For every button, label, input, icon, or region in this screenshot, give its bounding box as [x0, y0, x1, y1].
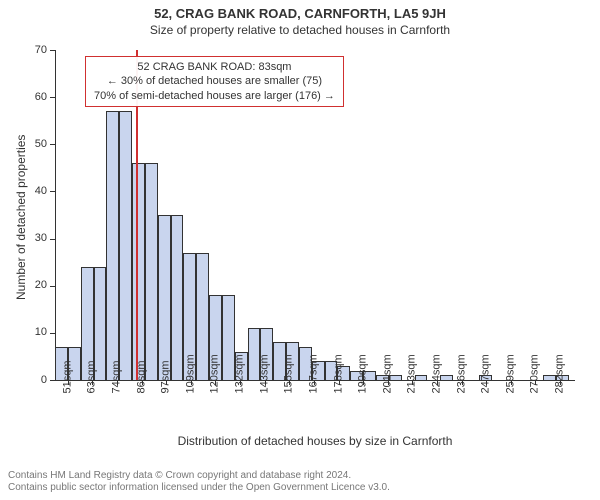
histogram-bar — [145, 163, 158, 380]
y-tick-label: 60 — [35, 92, 47, 103]
chart-title: 52, CRAG BANK ROAD, CARNFORTH, LA5 9JH — [0, 0, 600, 21]
histogram-bar — [158, 215, 171, 380]
y-axis-line — [55, 50, 56, 380]
histogram-bar — [171, 215, 184, 380]
y-tick-mark — [50, 333, 55, 334]
histogram-bar — [119, 111, 132, 380]
y-tick-label: 70 — [35, 45, 47, 56]
histogram-bar — [196, 253, 209, 380]
y-tick-mark — [50, 191, 55, 192]
y-tick-mark — [50, 380, 55, 381]
callout-line-1: 52 CRAG BANK ROAD: 83sqm — [94, 60, 335, 74]
x-axis-label: Distribution of detached houses by size … — [55, 434, 575, 448]
footer-line-2: Contains public sector information licen… — [8, 482, 390, 494]
y-tick-mark — [50, 97, 55, 98]
y-tick-label: 10 — [35, 327, 47, 338]
callout-box: 52 CRAG BANK ROAD: 83sqm ← 30% of detach… — [85, 56, 344, 107]
y-tick-mark — [50, 239, 55, 240]
chart-container: 52, CRAG BANK ROAD, CARNFORTH, LA5 9JH S… — [0, 0, 600, 500]
y-tick-label: 30 — [35, 233, 47, 244]
y-tick-mark — [50, 286, 55, 287]
y-axis-label: Number of detached properties — [14, 135, 28, 300]
chart-subtitle: Size of property relative to detached ho… — [0, 21, 600, 37]
y-tick-label: 0 — [41, 375, 47, 386]
callout-line-2: ← 30% of detached houses are smaller (75… — [94, 74, 335, 88]
histogram-bar — [132, 163, 145, 380]
chart-footer: Contains HM Land Registry data © Crown c… — [8, 470, 390, 494]
footer-line-1: Contains HM Land Registry data © Crown c… — [8, 470, 390, 482]
y-tick-mark — [50, 50, 55, 51]
y-tick-label: 50 — [35, 139, 47, 150]
y-tick-label: 20 — [35, 280, 47, 291]
histogram-bar — [106, 111, 119, 380]
callout-line-3: 70% of semi-detached houses are larger (… — [94, 89, 335, 103]
y-tick-mark — [50, 144, 55, 145]
y-tick-label: 40 — [35, 186, 47, 197]
